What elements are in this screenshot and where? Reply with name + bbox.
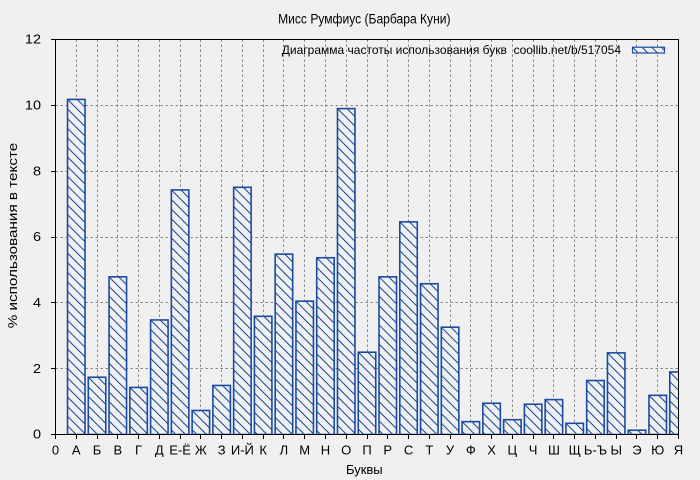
svg-text:Ч: Ч — [529, 443, 538, 458]
svg-text:8: 8 — [33, 164, 41, 178]
svg-text:2: 2 — [33, 362, 41, 376]
svg-text:И-Й: И-Й — [231, 443, 254, 458]
svg-text:Буквы: Буквы — [346, 462, 383, 477]
svg-text:Э: Э — [632, 443, 641, 458]
svg-text:0: 0 — [52, 443, 59, 458]
svg-text:У: У — [446, 443, 455, 458]
svg-text:С: С — [404, 443, 413, 458]
svg-text:Ц: Ц — [508, 443, 518, 458]
svg-text:О: О — [341, 443, 351, 458]
svg-text:12: 12 — [25, 32, 41, 46]
svg-text:З: З — [218, 443, 226, 458]
svg-text:Я: Я — [674, 443, 683, 458]
svg-text:Д: Д — [155, 443, 164, 458]
svg-text:Ф: Ф — [466, 443, 476, 458]
svg-text:Ю: Ю — [651, 443, 664, 458]
svg-text:В: В — [113, 443, 122, 458]
svg-text:П: П — [362, 443, 371, 458]
svg-text:А: А — [72, 443, 81, 458]
svg-text:Р: Р — [383, 443, 392, 458]
svg-text:Х: Х — [487, 443, 496, 458]
svg-text:Т: Т — [425, 443, 433, 458]
svg-text:Щ: Щ — [569, 443, 581, 458]
svg-text:Ж: Ж — [195, 443, 207, 458]
svg-text:Диаграмма частоты использовани: Диаграмма частоты использования букв coo… — [282, 43, 622, 57]
svg-text:0: 0 — [33, 427, 42, 441]
svg-text:Л: Л — [280, 443, 289, 458]
svg-text:Е-Ё: Е-Ё — [169, 443, 191, 458]
svg-text:Ь-Ъ: Ь-Ъ — [584, 443, 607, 458]
svg-text:Г: Г — [135, 443, 142, 458]
svg-text:Б: Б — [93, 443, 102, 458]
svg-text:Н: Н — [321, 443, 330, 458]
svg-text:Мисс Румфиус (Барбара Куни): Мисс Румфиус (Барбара Куни) — [278, 11, 450, 27]
svg-text:Ы: Ы — [610, 443, 622, 458]
svg-text:4: 4 — [33, 296, 42, 310]
svg-text:Ш: Ш — [548, 443, 560, 458]
svg-text:10: 10 — [25, 98, 42, 112]
svg-text:М: М — [299, 443, 310, 458]
svg-text:6: 6 — [33, 230, 41, 244]
svg-text:К: К — [259, 443, 267, 458]
svg-text:% использования в тексте: % использования в тексте — [5, 143, 19, 329]
